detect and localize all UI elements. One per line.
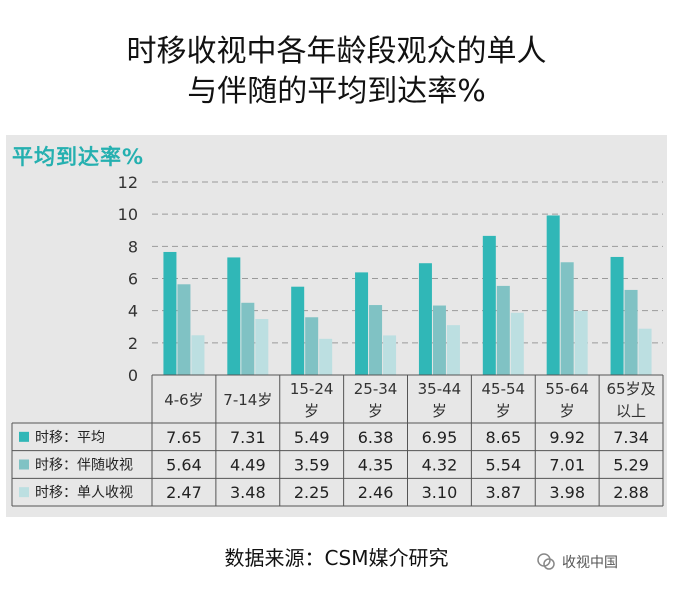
bar [319, 338, 333, 375]
y-tick-label: 2 [128, 334, 138, 353]
chart-svg: 0 2 4 6 8 10 12 4-6岁 7-14岁 15-24 岁 25-34 岁 35-44 岁 45-5… [11, 173, 664, 507]
bar [369, 305, 383, 375]
x-tick-label: 岁 [432, 402, 447, 420]
bar [574, 310, 588, 375]
bar [355, 272, 369, 375]
bar [510, 312, 524, 375]
x-tick-label: 岁 [496, 402, 511, 420]
legend-label: 时移：平均 [35, 430, 105, 446]
bar [227, 257, 241, 375]
bar [560, 262, 574, 375]
data-cell: 3.98 [549, 483, 585, 502]
bar [255, 319, 269, 375]
chart-title-line2: 与伴随的平均到达率% [187, 74, 486, 109]
x-tick-label: 65岁及 [607, 380, 656, 398]
bar [241, 302, 255, 375]
x-tick-label: 岁 [304, 402, 319, 420]
bar [624, 289, 638, 375]
bar [446, 325, 460, 375]
y-tick-label: 4 [128, 302, 138, 321]
x-tick-label: 7-14岁 [223, 391, 272, 409]
bar [418, 263, 432, 375]
chart-panel: 平均到达率% 0 2 4 6 8 10 12 4-6岁 7-14岁 15-24 岁 25-34 岁 35-… [6, 135, 667, 517]
bar [546, 215, 560, 375]
data-cell: 7.31 [230, 428, 266, 447]
data-cell: 3.48 [230, 483, 266, 502]
data-cell: 5.49 [294, 428, 330, 447]
x-tick-label: 25-34 [354, 380, 398, 398]
data-cell: 7.34 [613, 428, 649, 447]
panel-title: 平均到达率% [12, 145, 145, 169]
legend-swatch [19, 431, 29, 442]
data-cell: 7.65 [166, 428, 202, 447]
x-tick-label: 15-24 [290, 380, 334, 398]
data-cell: 3.10 [422, 483, 458, 502]
bar [163, 251, 177, 375]
bar [191, 335, 205, 375]
data-cell: 3.87 [486, 483, 522, 502]
data-cell: 3.59 [294, 456, 330, 475]
x-tick-label: 55-64 [545, 380, 589, 398]
bar [496, 285, 510, 375]
bar [291, 286, 305, 375]
y-tick-label: 6 [128, 270, 138, 289]
data-cell: 5.54 [486, 456, 522, 475]
data-cell: 7.01 [549, 456, 585, 475]
y-tick-label: 0 [128, 366, 138, 385]
bar [177, 284, 191, 375]
bar [305, 317, 319, 375]
data-cell: 8.65 [486, 428, 522, 447]
data-cell: 2.46 [358, 483, 394, 502]
wechat-icon [537, 553, 555, 570]
data-cell: 9.92 [549, 428, 585, 447]
bar [610, 256, 624, 375]
data-cell: 6.95 [422, 428, 458, 447]
bar [383, 335, 397, 375]
watermark: 收视中国 [562, 555, 618, 571]
data-cell: 2.25 [294, 483, 330, 502]
x-tick-label: 岁 [560, 402, 575, 420]
legend-label: 时移：伴随收视 [35, 458, 133, 474]
legend-swatch [19, 487, 29, 498]
y-tick-label: 10 [118, 205, 138, 224]
y-tick-label: 12 [118, 173, 138, 192]
data-cell: 5.64 [166, 456, 202, 475]
legend-label: 时移：单人收视 [35, 485, 133, 501]
data-source: 数据来源：CSM媒介研究 [224, 546, 449, 570]
data-cell: 6.38 [358, 428, 394, 447]
legend-swatch [19, 459, 29, 470]
data-cell: 2.47 [166, 483, 202, 502]
y-tick-label: 8 [128, 237, 138, 256]
data-cell: 4.32 [422, 456, 458, 475]
data-cell: 4.35 [358, 456, 394, 475]
chart-title-line1: 时移收视中各年龄段观众的单人 [126, 34, 547, 69]
bar [432, 305, 446, 375]
data-cell: 2.88 [613, 483, 649, 502]
x-tick-label: 4-6岁 [164, 391, 204, 409]
x-tick-label: 45-54 [482, 380, 526, 398]
data-cell: 4.49 [230, 456, 266, 475]
x-tick-label: 以上 [616, 402, 646, 420]
x-tick-label: 岁 [368, 402, 383, 420]
bar [482, 235, 496, 375]
x-tick-label: 35-44 [418, 380, 462, 398]
bar [638, 328, 652, 375]
data-cell: 5.29 [613, 456, 649, 475]
